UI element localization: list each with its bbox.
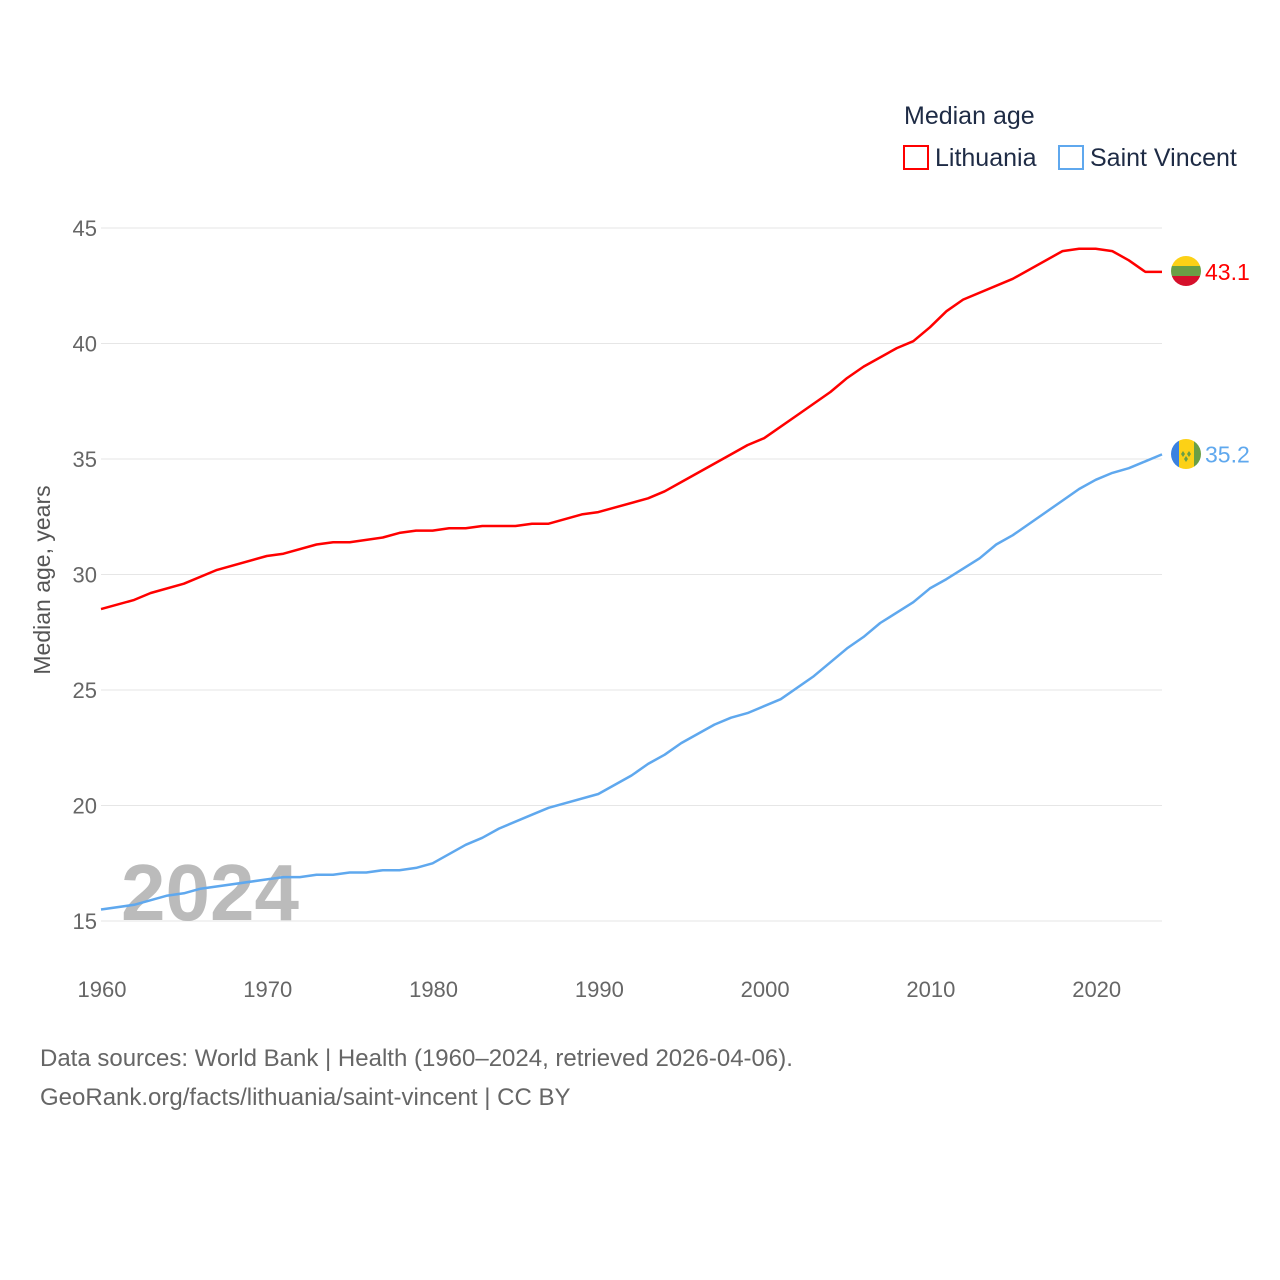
y-tick-label: 25 [73, 678, 97, 703]
lithuania-flag-icon [1171, 256, 1201, 286]
series-line-saint-vincent[interactable] [100, 453, 1163, 911]
x-tick-label: 2000 [741, 977, 790, 1002]
x-tick-label: 1990 [575, 977, 624, 1002]
y-tick-label: 30 [73, 563, 97, 588]
x-axis-ticks: 1960 1970 1980 1990 2000 2010 2020 [78, 977, 1122, 1002]
x-tick-label: 1980 [409, 977, 458, 1002]
y-tick-label: 40 [73, 332, 97, 357]
gridlines [101, 227, 1162, 922]
series-end-labels: 43.1 35.2 [1205, 259, 1250, 467]
legend-label-saint-vincent[interactable]: Saint Vincent [1090, 144, 1237, 172]
end-value-label: 43.1 [1205, 259, 1250, 285]
footer-link[interactable]: GeoRank.org/facts/lithuania/saint-vincen… [40, 1084, 571, 1111]
footer-sources: Data sources: World Bank | Health (1960–… [40, 1045, 793, 1072]
year-watermark: 2024 [121, 848, 299, 937]
legend-label-lithuania[interactable]: Lithuania [935, 144, 1037, 172]
y-axis-label: Median age, years [29, 485, 55, 674]
x-tick-label: 1970 [243, 977, 292, 1002]
y-tick-label: 45 [73, 216, 97, 241]
end-value-label: 35.2 [1205, 441, 1250, 467]
x-tick-label: 2010 [906, 977, 955, 1002]
series-line-lithuania[interactable] [100, 247, 1162, 611]
x-tick-label: 2020 [1072, 977, 1121, 1002]
y-tick-label: 35 [73, 447, 97, 472]
y-tick-label: 15 [73, 909, 97, 934]
series-lines [100, 247, 1163, 911]
saint-vincent-flag-icon [1171, 439, 1201, 469]
legend-swatch-saint-vincent[interactable] [1058, 145, 1084, 170]
x-tick-label: 1960 [78, 977, 127, 1002]
y-tick-label: 20 [73, 794, 97, 819]
legend-swatch-lithuania[interactable] [903, 145, 929, 170]
y-axis-ticks: 15 20 25 30 35 40 45 [73, 216, 97, 934]
legend-title: Median age [904, 102, 1035, 130]
legend: Median age Lithuania Saint Vincent [903, 102, 1237, 172]
